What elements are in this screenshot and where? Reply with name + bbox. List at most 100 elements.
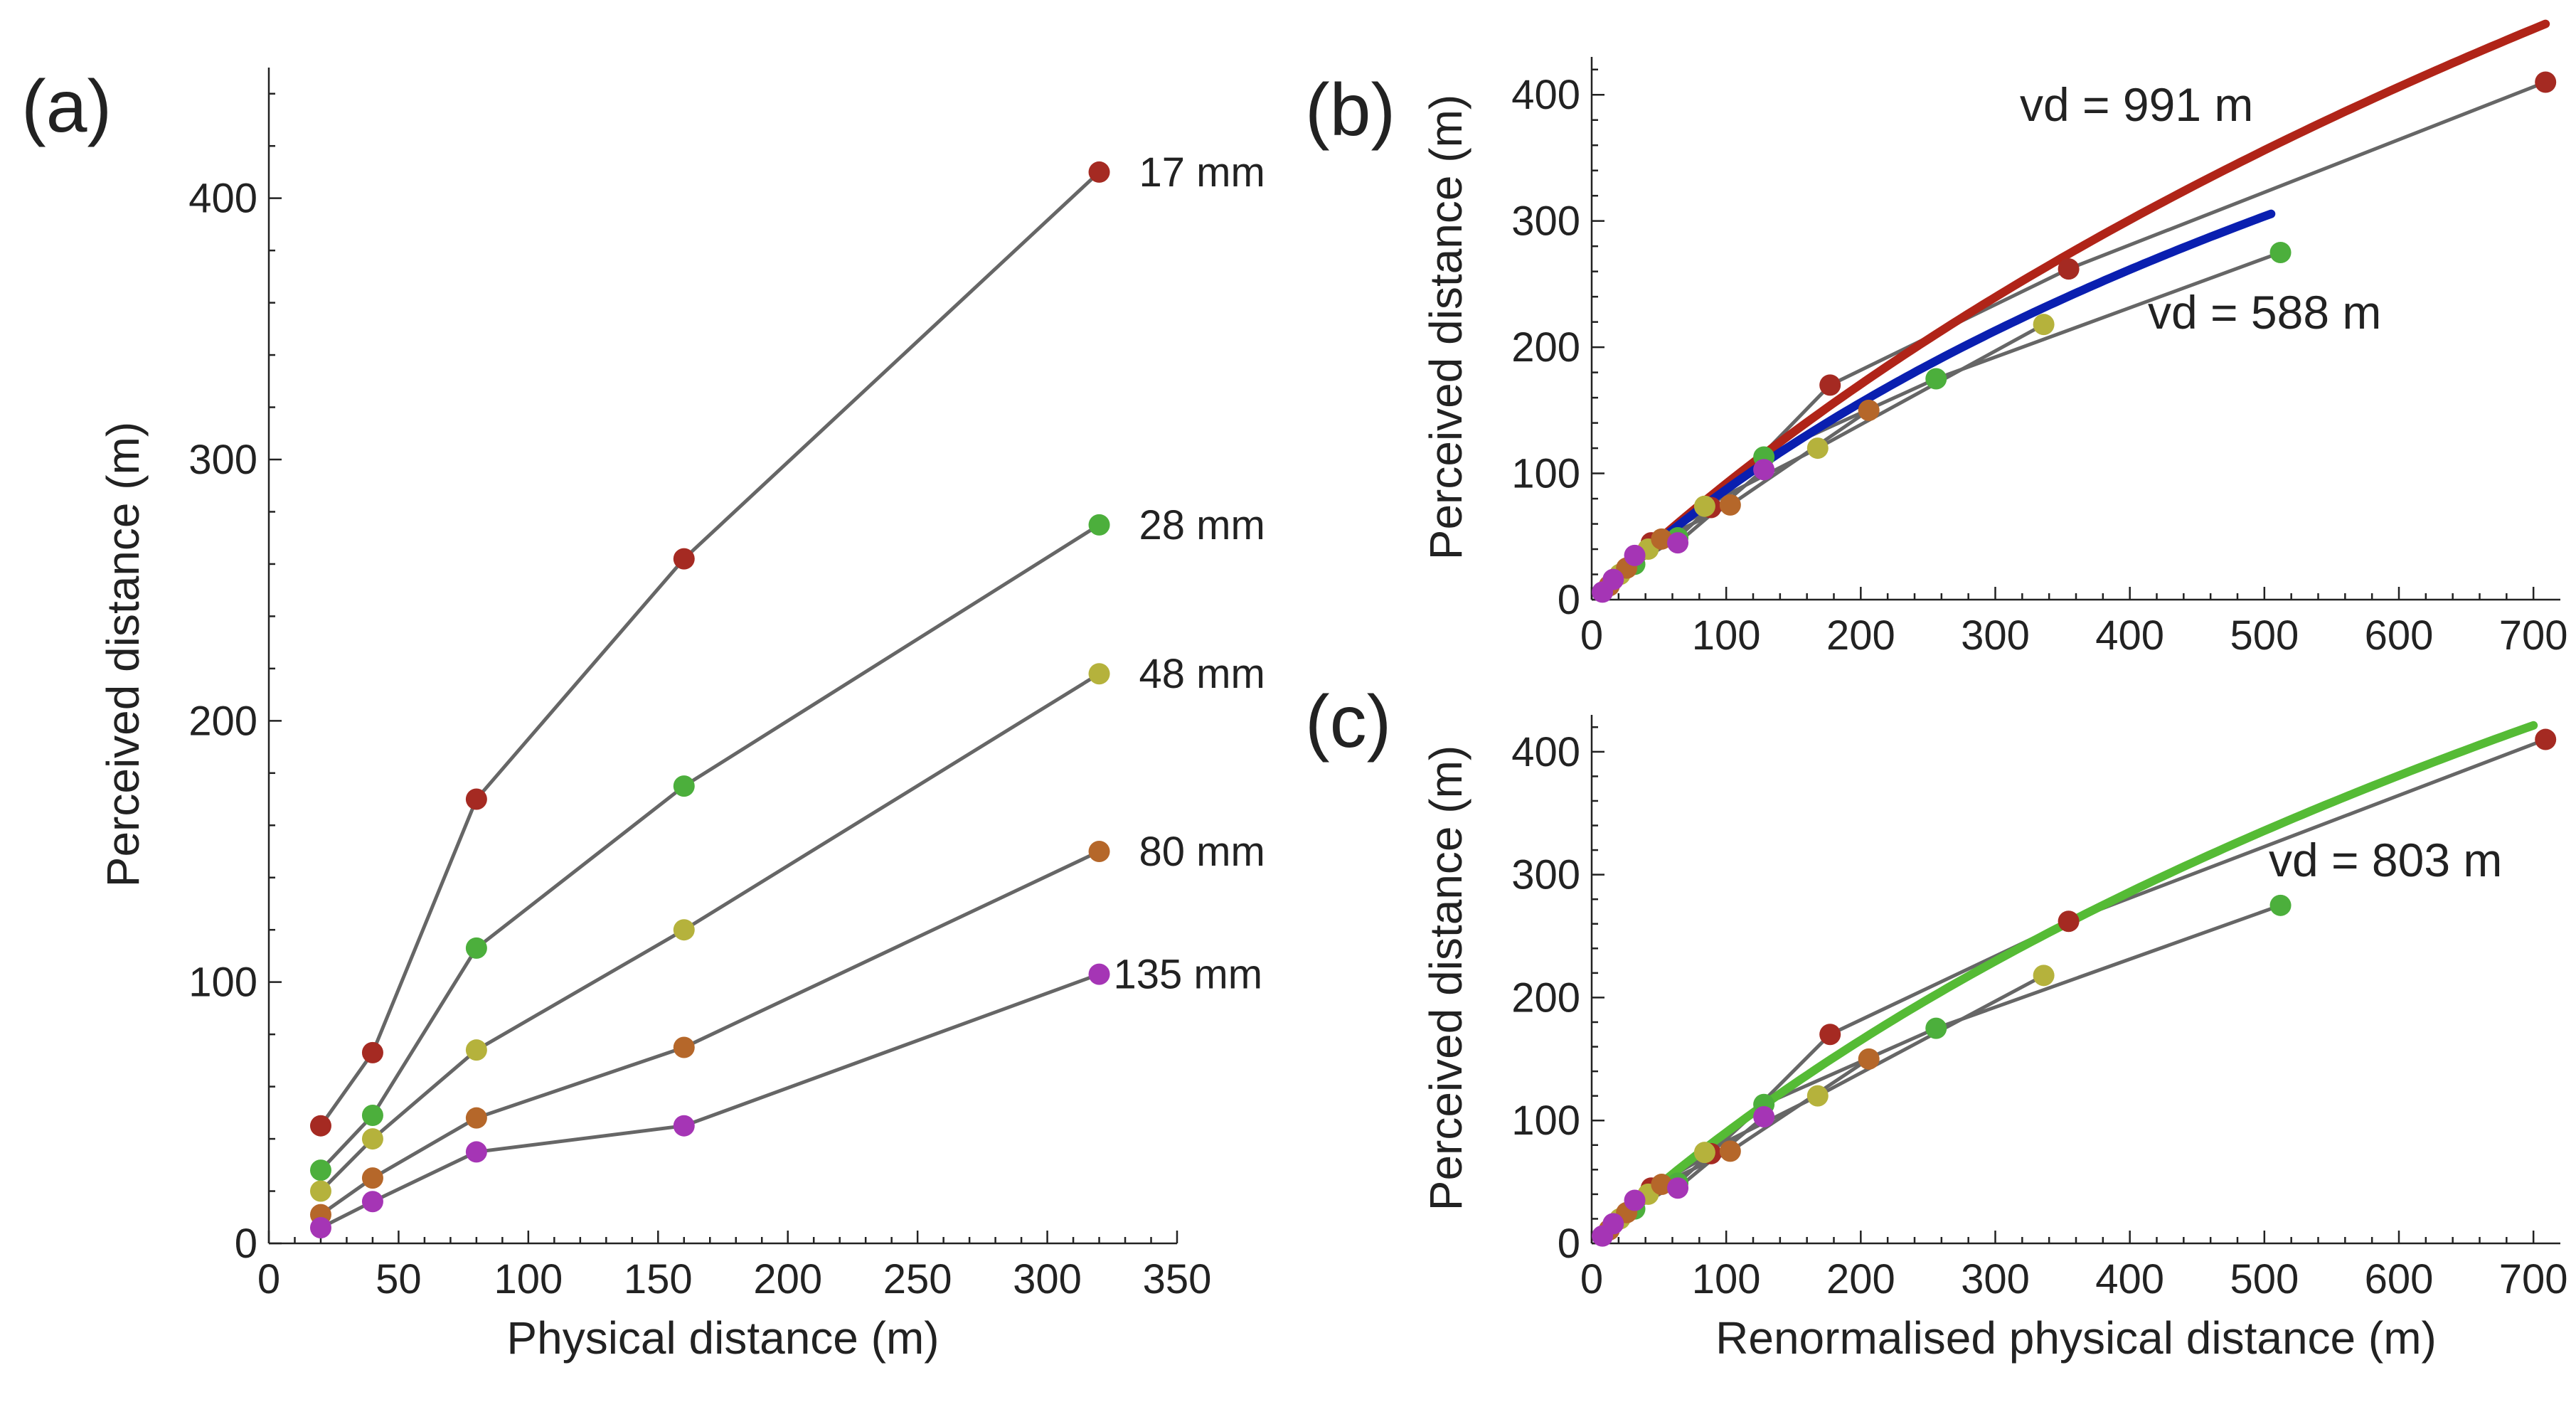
data-point-48mm bbox=[1693, 495, 1715, 517]
data-point-80mm bbox=[1651, 1174, 1673, 1196]
y-tick-label: 100 bbox=[188, 960, 257, 1006]
data-point-80mm bbox=[1719, 1140, 1741, 1162]
data-point-80mm bbox=[465, 1107, 487, 1129]
data-point-135mm bbox=[1667, 532, 1689, 554]
data-point-135mm bbox=[361, 1191, 383, 1213]
y-tick-label: 400 bbox=[188, 176, 257, 222]
data-point-28mm bbox=[2269, 242, 2292, 264]
data-point-135mm bbox=[309, 1216, 331, 1238]
y-tick-label: 100 bbox=[1511, 1098, 1580, 1144]
series-line-80mm bbox=[319, 849, 1100, 1216]
data-point-135mm bbox=[1624, 1189, 1646, 1211]
y-tick-label: 100 bbox=[1511, 451, 1580, 497]
data-point-28mm bbox=[2269, 894, 2292, 916]
data-point-48mm bbox=[309, 1180, 331, 1202]
y-tick-label: 300 bbox=[1511, 852, 1580, 898]
y-tick-label: 200 bbox=[1511, 324, 1580, 371]
series-line-17mm bbox=[319, 171, 1101, 1127]
data-point-135mm bbox=[1624, 544, 1646, 566]
series-line-17mm bbox=[1650, 80, 2547, 545]
data-point-80mm bbox=[1858, 399, 1880, 421]
data-point-28mm bbox=[1088, 514, 1110, 536]
data-point-135mm bbox=[1088, 963, 1110, 985]
data-point-17mm bbox=[2535, 728, 2557, 750]
fit-label: vd = 803 m bbox=[2269, 834, 2502, 886]
x-tick-label: 100 bbox=[1692, 612, 1761, 659]
x-tick-label: 400 bbox=[2095, 1256, 2164, 1302]
x-tick-label: 200 bbox=[1826, 612, 1895, 659]
series-line-17mm bbox=[1650, 738, 2547, 1190]
x-tick-label: 400 bbox=[2095, 612, 2164, 659]
data-point-48mm bbox=[465, 1039, 487, 1061]
fit-curve-vd-588 bbox=[1603, 209, 2276, 590]
fit-label: vd = 588 m bbox=[2148, 286, 2381, 339]
data-point-28mm bbox=[465, 937, 487, 959]
x-tick-label: 200 bbox=[1826, 1256, 1895, 1302]
x-tick-label: 250 bbox=[883, 1256, 952, 1302]
x-tick-label: 500 bbox=[2230, 1256, 2299, 1302]
fit-label: vd = 991 m bbox=[2020, 78, 2253, 131]
x-tick-label: 300 bbox=[1961, 612, 2030, 659]
data-point-17mm bbox=[1819, 374, 1841, 396]
data-point-80mm bbox=[1088, 841, 1110, 862]
data-point-80mm bbox=[673, 1036, 695, 1058]
data-point-135mm bbox=[1602, 568, 1624, 590]
y-axis-title: Perceived distance (m) bbox=[97, 422, 149, 887]
data-point-135mm bbox=[465, 1141, 487, 1163]
y-axis-title: Perceived distance (m) bbox=[1420, 745, 1471, 1211]
x-axis-title: Renormalised physical distance (m) bbox=[1715, 1312, 2437, 1364]
data-point-80mm bbox=[1719, 494, 1741, 516]
x-tick-label: 50 bbox=[376, 1256, 422, 1302]
data-point-135mm bbox=[1753, 459, 1775, 481]
data-point-48mm bbox=[1693, 1142, 1715, 1164]
x-tick-label: 150 bbox=[624, 1256, 693, 1302]
x-tick-label: 200 bbox=[753, 1256, 822, 1302]
x-tick-label: 300 bbox=[1013, 1256, 1082, 1302]
series-line-28mm bbox=[319, 523, 1100, 1172]
x-tick-label: 0 bbox=[1580, 612, 1603, 659]
x-tick-label: 500 bbox=[2230, 612, 2299, 659]
y-axis-title: Perceived distance (m) bbox=[1420, 95, 1471, 560]
series-label: 135 mm bbox=[1114, 952, 1263, 998]
x-tick-label: 700 bbox=[2499, 1256, 2568, 1302]
x-tick-label: 350 bbox=[1143, 1256, 1212, 1302]
data-point-135mm bbox=[1667, 1177, 1689, 1199]
data-point-28mm bbox=[1925, 1017, 1947, 1039]
panel-a: (a) 0 50 100 150 200 250 300 350 0 100 200 300 400 Per… bbox=[21, 65, 1265, 1364]
data-point-48mm bbox=[673, 919, 695, 941]
y-tick-label: 400 bbox=[1511, 729, 1580, 775]
y-tick-label: 0 bbox=[235, 1221, 257, 1267]
y-tick-label: 300 bbox=[1511, 198, 1580, 245]
series-label: 17 mm bbox=[1139, 149, 1265, 196]
data-point-48mm bbox=[1088, 663, 1110, 685]
x-tick-label: 700 bbox=[2499, 612, 2568, 659]
data-point-17mm bbox=[1819, 1024, 1841, 1046]
data-point-17mm bbox=[2058, 910, 2080, 933]
data-point-28mm bbox=[673, 775, 695, 797]
panel-letter: (b) bbox=[1305, 69, 1395, 152]
data-point-135mm bbox=[673, 1115, 695, 1137]
x-tick-label: 100 bbox=[494, 1256, 563, 1302]
x-tick-label: 600 bbox=[2365, 612, 2434, 659]
y-tick-label: 300 bbox=[188, 437, 257, 483]
data-point-80mm bbox=[1651, 528, 1673, 550]
series-label: 80 mm bbox=[1139, 829, 1265, 875]
data-point-48mm bbox=[2033, 965, 2055, 987]
fit-curve-vd-803 bbox=[1603, 721, 2538, 1233]
y-tick-label: 0 bbox=[1558, 1221, 1580, 1267]
x-tick-label: 0 bbox=[257, 1256, 280, 1302]
data-point-28mm bbox=[1925, 368, 1947, 390]
series-line-28mm bbox=[1634, 903, 2282, 1211]
data-point-48mm bbox=[361, 1128, 383, 1150]
y-tick-label: 200 bbox=[1511, 975, 1580, 1021]
data-point-28mm bbox=[309, 1159, 331, 1181]
panel-letter: (a) bbox=[21, 65, 112, 148]
data-point-17mm bbox=[2058, 258, 2080, 280]
y-tick-label: 0 bbox=[1558, 577, 1580, 623]
data-point-17mm bbox=[361, 1041, 383, 1063]
data-point-48mm bbox=[1806, 1085, 1829, 1107]
x-tick-label: 100 bbox=[1692, 1256, 1761, 1302]
y-tick-label: 200 bbox=[188, 698, 257, 744]
data-point-135mm bbox=[1602, 1213, 1624, 1235]
